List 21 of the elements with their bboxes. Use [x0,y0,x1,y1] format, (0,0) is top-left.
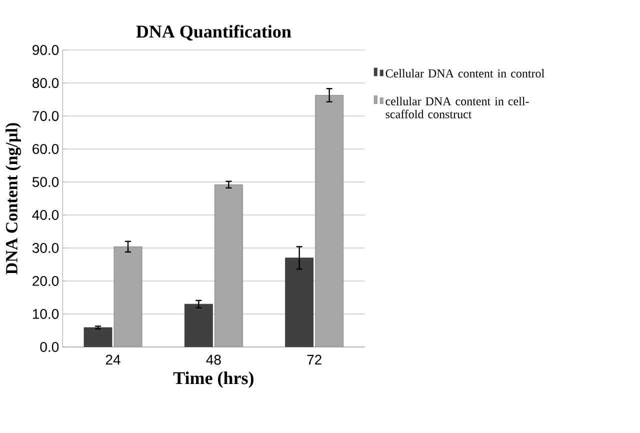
y-tick-label: 70.0 [32,111,59,121]
y-tick-label: 80.0 [32,78,59,88]
x-axis-title: Time (hrs) [173,372,254,388]
y-tick-label: 20.0 [32,276,59,286]
chart-title: DNA Quantification [136,24,292,40]
legend-label: cellular DNA content in cell-scaffold construct [386,96,529,118]
y-tick-label: 30.0 [32,243,59,253]
bar [84,327,112,347]
y-tick-label: 10.0 [32,309,59,319]
legend-label: Cellular DNA content in control [386,69,544,78]
x-tick-label: 24 [106,354,120,365]
x-tick-label: 48 [206,354,221,365]
y-tick-label: 90.0 [32,45,59,55]
y-tick-label: 40.0 [32,210,59,220]
x-tick-label: 72 [307,354,322,365]
y-tick-label: 50.0 [32,177,59,187]
bar [184,304,213,347]
bar [285,258,314,347]
y-tick-label: 0.0 [40,342,59,352]
y-tick-label: 60.0 [32,144,59,154]
y-axis-title: DNA Content (ng/µl) [5,123,22,274]
